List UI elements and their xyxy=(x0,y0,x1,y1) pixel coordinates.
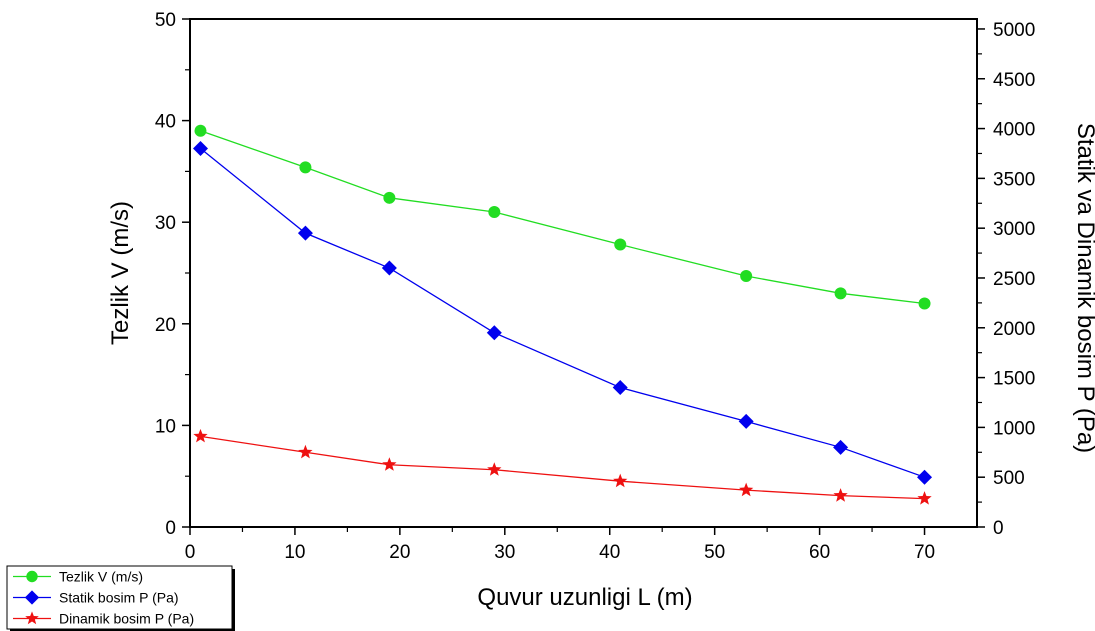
data-point xyxy=(918,297,931,310)
x-tick-label: 60 xyxy=(809,542,830,563)
data-point xyxy=(382,457,397,471)
y-right-tick-label: 1500 xyxy=(993,369,1035,390)
y-right-tick-label: 4500 xyxy=(993,70,1035,91)
x-tick-label: 50 xyxy=(704,542,725,563)
data-point xyxy=(192,140,208,156)
x-tick-label: 30 xyxy=(494,542,515,563)
series-3 xyxy=(193,428,932,505)
legend-marker xyxy=(24,590,40,605)
data-point xyxy=(833,439,849,455)
data-point xyxy=(834,287,847,300)
legend-marker xyxy=(25,611,39,625)
y-right-tick-label: 500 xyxy=(993,468,1025,489)
data-point xyxy=(739,482,754,497)
series-2 xyxy=(192,140,933,485)
legend-item: Dinamik bosim P (Pa) xyxy=(13,611,194,627)
y-left-tick-label: 40 xyxy=(155,112,176,133)
y-axis-left-title: Tezlik V (m/s) xyxy=(107,201,134,345)
x-tick-label: 0 xyxy=(185,542,196,563)
y-axis-right-title: Statik va Dinamik bosim P (Pa) xyxy=(1072,123,1095,453)
legend: Tezlik V (m/s) Statik bosim P (Pa) Dinamik… xyxy=(6,565,235,631)
data-point xyxy=(833,488,848,502)
x-axis-title: Quvur uzunligi L (m) xyxy=(477,584,692,611)
data-point xyxy=(298,444,313,459)
x-tick-label: 70 xyxy=(914,542,935,563)
legend-item: Tezlik V (m/s) xyxy=(13,569,143,585)
series-line xyxy=(200,130,925,305)
data-point xyxy=(194,124,207,137)
data-point xyxy=(917,491,932,505)
data-point xyxy=(738,413,754,429)
data-point xyxy=(612,380,628,396)
data-point xyxy=(740,270,753,283)
x-tick-label: 40 xyxy=(599,542,620,563)
y-right-tick-label: 0 xyxy=(993,518,1004,539)
legend-label: Statik bosim P (Pa) xyxy=(59,590,179,606)
data-point xyxy=(487,462,502,476)
legend-item: Statik bosim P (Pa) xyxy=(13,590,179,606)
y-right-tick-label: 3500 xyxy=(993,169,1035,190)
data-point xyxy=(381,260,397,276)
y-right-tick-label: 3000 xyxy=(993,219,1035,240)
series-layer xyxy=(192,124,933,505)
data-point xyxy=(299,161,312,174)
legend-label: Dinamik bosim P (Pa) xyxy=(59,611,194,627)
data-point xyxy=(917,469,933,485)
data-point xyxy=(193,428,208,443)
y-axis-left: 0 10 20 30 40 50 xyxy=(155,10,190,539)
y-left-tick-label: 10 xyxy=(155,416,176,437)
legend-label: Tezlik V (m/s) xyxy=(59,569,143,585)
series-line xyxy=(200,147,925,478)
series-line xyxy=(200,435,925,500)
x-tick-label: 10 xyxy=(284,542,305,563)
y-right-tick-label: 2000 xyxy=(993,319,1035,340)
y-left-tick-label: 50 xyxy=(155,10,176,31)
y-left-tick-label: 0 xyxy=(165,518,176,539)
data-point xyxy=(383,191,396,204)
series-1 xyxy=(194,124,931,310)
data-point xyxy=(297,225,313,241)
x-tick-label: 20 xyxy=(389,542,410,563)
y-axis-right: 0 500 1000 1500 2000 2500 3000 3500 4000 4500 5000 xyxy=(977,20,1035,539)
y-right-tick-label: 2500 xyxy=(993,269,1035,290)
data-point xyxy=(486,325,502,341)
x-axis: 0 10 20 30 40 50 60 70 xyxy=(185,527,935,563)
y-right-tick-label: 5000 xyxy=(993,20,1035,41)
data-point xyxy=(488,206,501,219)
y-right-tick-label: 1000 xyxy=(993,418,1035,439)
data-point xyxy=(614,238,627,251)
legend-marker xyxy=(26,570,38,583)
data-point xyxy=(613,473,628,488)
y-left-tick-label: 30 xyxy=(155,213,176,234)
y-left-tick-label: 20 xyxy=(155,315,176,336)
y-right-tick-label: 4000 xyxy=(993,120,1035,141)
